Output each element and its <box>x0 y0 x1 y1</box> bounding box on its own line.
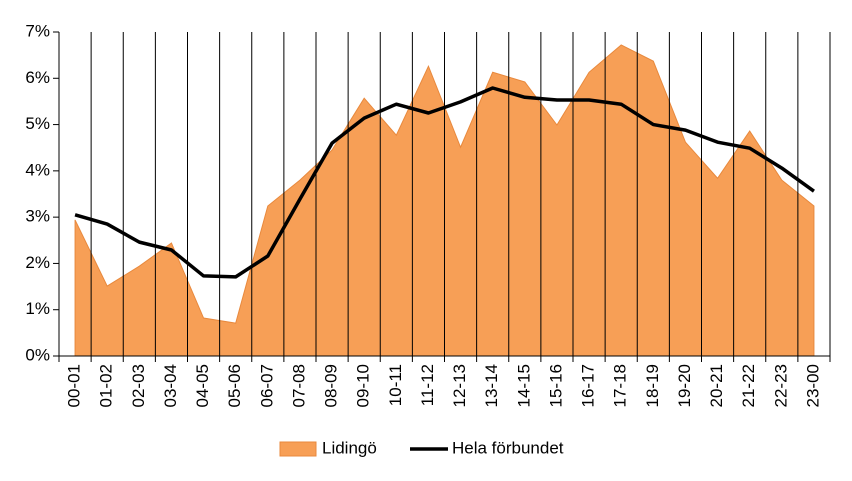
legend-label: Lidingö <box>322 438 377 457</box>
x-tick-label: 03-04 <box>161 364 180 407</box>
x-tick-label: 14-15 <box>514 364 533 407</box>
x-tick-label: 17-18 <box>611 364 630 407</box>
x-tick-label: 10-11 <box>386 364 405 406</box>
y-tick-label: 7% <box>25 21 50 40</box>
x-tick-label: 19-20 <box>675 364 694 407</box>
x-tick-label: 05-06 <box>225 364 244 407</box>
x-tick-label: 23-00 <box>803 364 822 407</box>
y-tick-label: 5% <box>25 114 50 133</box>
y-tick-label: 3% <box>25 207 50 226</box>
x-tick-label: 07-08 <box>289 364 308 407</box>
x-tick-label: 18-19 <box>643 364 662 407</box>
x-tick-label: 22-23 <box>771 364 790 407</box>
legend-label: Hela förbundet <box>452 438 564 457</box>
x-tick-label: 15-16 <box>546 364 565 407</box>
x-tick-label: 00-01 <box>65 364 84 407</box>
x-tick-label: 08-09 <box>322 364 341 407</box>
legend-swatch <box>279 441 317 457</box>
x-tick-label: 21-22 <box>739 364 758 407</box>
x-tick-label: 06-07 <box>257 364 276 407</box>
line <box>74 86 815 279</box>
x-tick-label: 12-13 <box>450 364 469 407</box>
x-tick-label: 01-02 <box>97 364 116 407</box>
x-tick-label: 02-03 <box>129 364 148 407</box>
y-tick-label: 4% <box>25 160 50 179</box>
x-tick-label: 16-17 <box>579 364 598 407</box>
y-tick-label: 6% <box>25 68 50 87</box>
x-tick-label: 09-10 <box>354 364 373 407</box>
x-tick-label: 04-05 <box>193 364 212 407</box>
x-tick-label: 20-21 <box>707 364 726 407</box>
x-tick-label: 11-12 <box>418 364 437 406</box>
x-tick-label: 13-14 <box>482 364 501 407</box>
y-tick-label: 1% <box>25 299 50 318</box>
y-tick-label: 2% <box>25 253 50 272</box>
y-tick-label: 0% <box>25 345 50 364</box>
